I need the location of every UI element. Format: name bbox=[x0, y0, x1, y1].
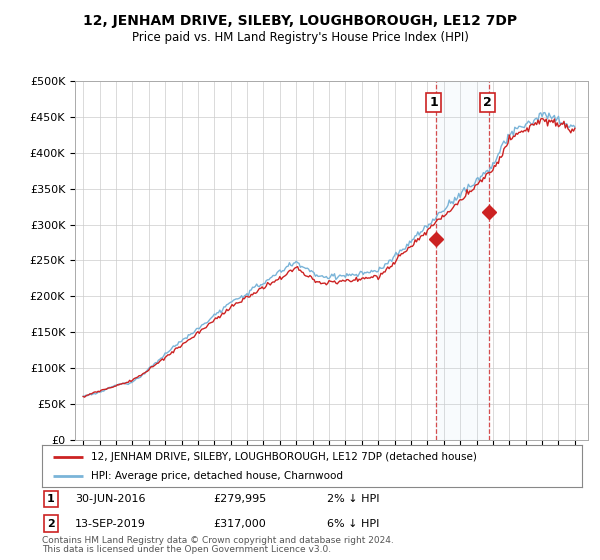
Text: 12, JENHAM DRIVE, SILEBY, LOUGHBOROUGH, LE12 7DP (detached house): 12, JENHAM DRIVE, SILEBY, LOUGHBOROUGH, … bbox=[91, 451, 476, 461]
Text: 6% ↓ HPI: 6% ↓ HPI bbox=[327, 519, 379, 529]
Text: 2% ↓ HPI: 2% ↓ HPI bbox=[327, 494, 380, 504]
Text: 2: 2 bbox=[483, 96, 491, 109]
Text: 1: 1 bbox=[47, 494, 55, 504]
Text: Price paid vs. HM Land Registry's House Price Index (HPI): Price paid vs. HM Land Registry's House … bbox=[131, 31, 469, 44]
Bar bbox=[436, 81, 489, 440]
Text: Contains HM Land Registry data © Crown copyright and database right 2024.: Contains HM Land Registry data © Crown c… bbox=[42, 536, 394, 545]
Text: HPI: Average price, detached house, Charnwood: HPI: Average price, detached house, Char… bbox=[91, 471, 343, 481]
Text: This data is licensed under the Open Government Licence v3.0.: This data is licensed under the Open Gov… bbox=[42, 545, 331, 554]
Text: £279,995: £279,995 bbox=[213, 494, 266, 504]
Text: 12, JENHAM DRIVE, SILEBY, LOUGHBOROUGH, LE12 7DP: 12, JENHAM DRIVE, SILEBY, LOUGHBOROUGH, … bbox=[83, 14, 517, 28]
Text: £317,000: £317,000 bbox=[213, 519, 266, 529]
Text: 2: 2 bbox=[47, 519, 55, 529]
Text: 30-JUN-2016: 30-JUN-2016 bbox=[75, 494, 146, 504]
Text: 13-SEP-2019: 13-SEP-2019 bbox=[75, 519, 146, 529]
Text: 1: 1 bbox=[430, 96, 439, 109]
